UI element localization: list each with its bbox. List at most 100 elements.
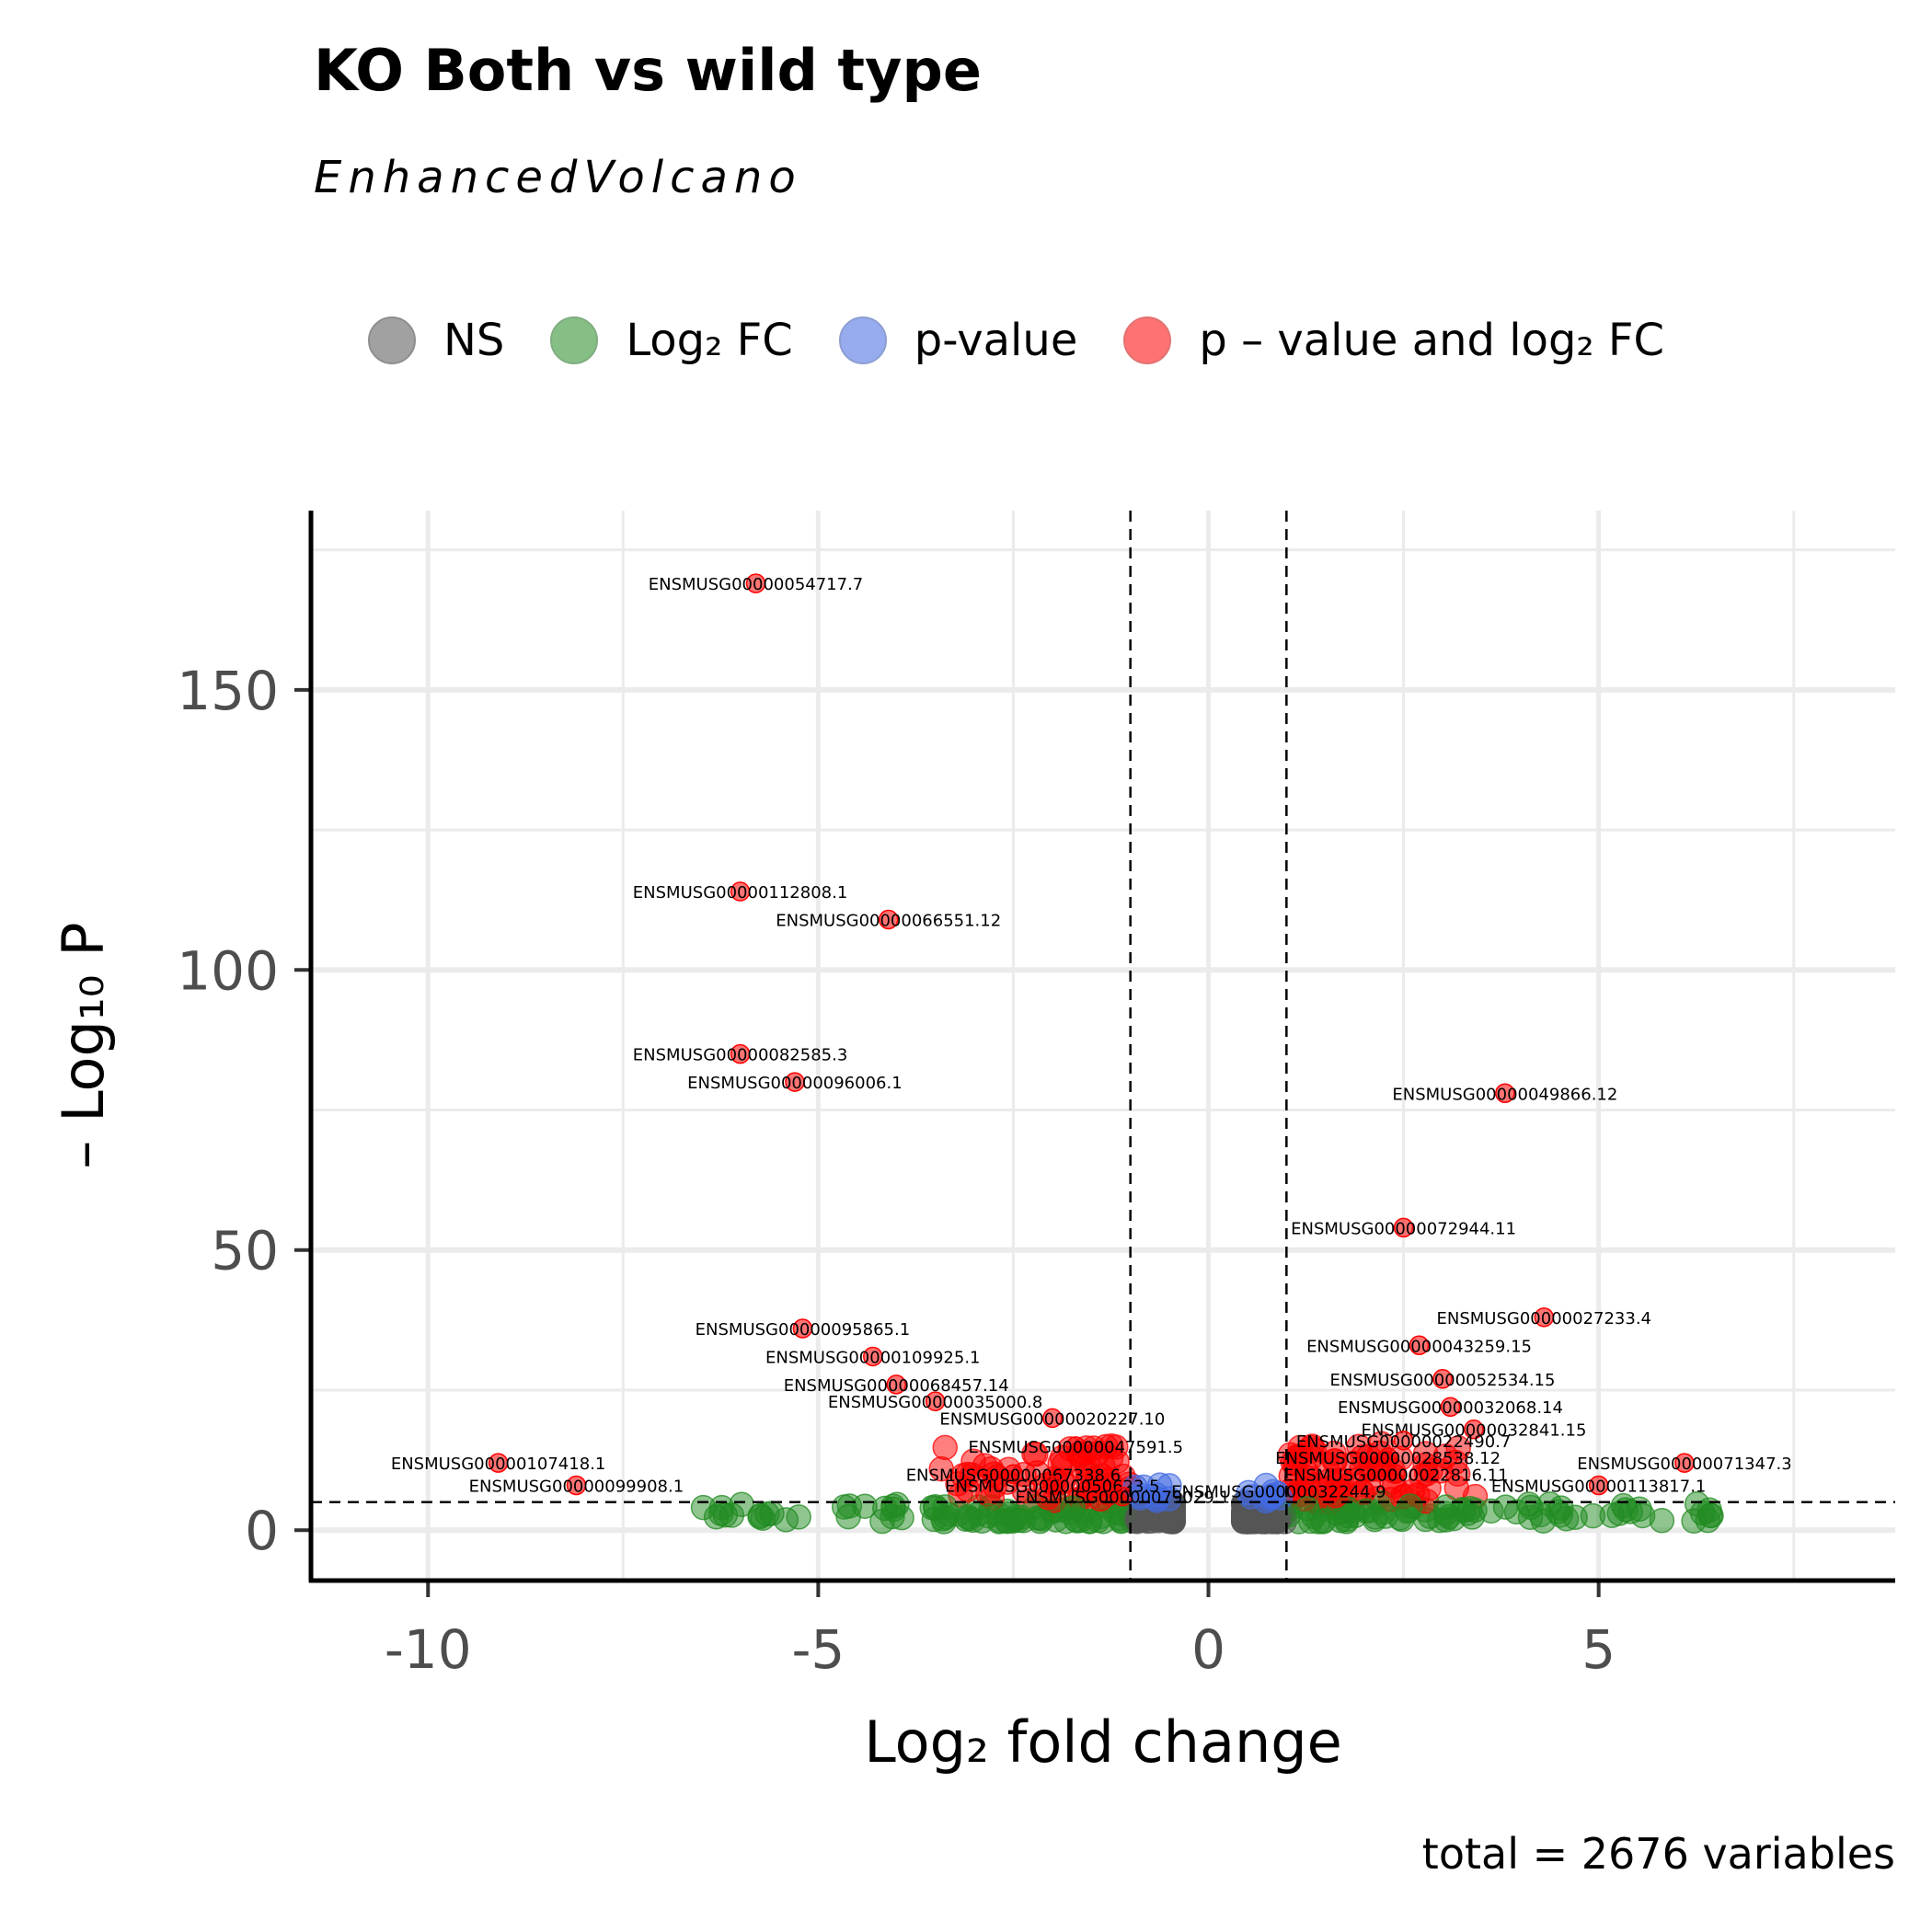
data-point-label: ENSMUSG00000022490.7 xyxy=(1296,1432,1512,1452)
legend-label-pvalue: p-value xyxy=(914,315,1078,366)
legend-item-fc-p: p – value and log₂ FC xyxy=(1123,315,1664,366)
labeled-data-point xyxy=(1674,1453,1695,1473)
data-point-label: ENSMUSG00000050623.5 xyxy=(945,1477,1160,1496)
labeled-data-point xyxy=(785,1072,805,1092)
data-point-label: ENSMUSG00000068457.14 xyxy=(784,1376,1009,1396)
data-point xyxy=(1230,1508,1257,1534)
data-point xyxy=(1580,1502,1606,1529)
data-point-label: ENSMUSG00000067338.6 xyxy=(906,1466,1121,1485)
labeled-data-point xyxy=(730,881,751,902)
labeled-data-point xyxy=(1464,1419,1484,1440)
data-point-label: ENSMUSG00000028538.12 xyxy=(1275,1449,1501,1468)
legend: NS Log₂ FC p-value p – value and log₂ FC xyxy=(368,304,1710,377)
labeled-data-point xyxy=(745,573,766,593)
data-point xyxy=(1124,1506,1150,1533)
x-tick-label: -5 xyxy=(791,1618,845,1681)
legend-swatch-fc xyxy=(550,316,599,364)
labeled-data-point xyxy=(1042,1408,1063,1429)
labeled-data-point xyxy=(1409,1335,1430,1356)
data-point xyxy=(1321,1448,1348,1474)
cutoff-lines xyxy=(311,511,1895,1581)
data-point-label: ENSMUSG00000027233.4 xyxy=(1437,1309,1652,1328)
labeled-data-point xyxy=(730,1043,751,1064)
data-point-label: ENSMUSG00000020227.10 xyxy=(939,1409,1165,1429)
labeled-data-point xyxy=(1440,1397,1461,1417)
data-point xyxy=(928,1455,954,1482)
labeled-data-point xyxy=(488,1453,509,1473)
data-point xyxy=(1433,1494,1459,1520)
data-point-label: ENSMUSG00000079029.1 xyxy=(1015,1489,1230,1508)
data-point-label: ENSMUSG00000099908.1 xyxy=(469,1477,684,1496)
data-point xyxy=(1397,1493,1423,1519)
grid xyxy=(311,511,1895,1581)
data-point-label: ENSMUSG00000032841.15 xyxy=(1361,1421,1586,1441)
data-point xyxy=(1359,1456,1385,1482)
data-point xyxy=(932,1434,959,1461)
y-tick-label: 0 xyxy=(245,1500,279,1562)
data-point-label: ENSMUSG00000082585.3 xyxy=(633,1046,848,1065)
data-point-label: ENSMUSG00000047591.5 xyxy=(969,1438,1184,1457)
data-point xyxy=(1362,1506,1387,1533)
legend-item-ns: NS xyxy=(368,315,504,366)
data-point xyxy=(759,1501,785,1526)
data-point xyxy=(690,1494,717,1521)
labeled-data-point xyxy=(566,1475,587,1496)
x-tick-label: 0 xyxy=(1191,1618,1225,1681)
legend-swatch-pvalue xyxy=(838,316,887,364)
data-point xyxy=(919,1494,945,1521)
data-point xyxy=(719,1502,745,1528)
data-point xyxy=(1024,1460,1051,1486)
data-point-label: ENSMUSG00000071347.3 xyxy=(1577,1455,1792,1474)
labeled-data-point xyxy=(1042,1475,1063,1496)
labeled-data-point xyxy=(792,1318,813,1339)
data-point xyxy=(1553,1506,1580,1532)
labeled-data-point xyxy=(1386,1464,1406,1485)
legend-label-fc: Log₂ FC xyxy=(626,315,793,366)
labeled-data-point xyxy=(1065,1436,1087,1456)
data-point-label: ENSMUSG00000032068.14 xyxy=(1338,1398,1563,1418)
chart-title: KO Both vs wild type xyxy=(314,37,982,104)
x-tick-label: 5 xyxy=(1581,1618,1616,1681)
y-axis-title: – Log₁₀ P xyxy=(50,922,117,1168)
labeled-data-point xyxy=(1393,1431,1414,1451)
chart-subtitle: EnhancedVolcano xyxy=(314,152,802,203)
data-point xyxy=(1051,1452,1076,1478)
data-point-label: ENSMUSG00000054717.7 xyxy=(649,575,864,594)
labeled-data-point xyxy=(863,1346,883,1367)
data-point-label: ENSMUSG00000072944.11 xyxy=(1291,1219,1516,1238)
data-point xyxy=(1408,1463,1434,1489)
data-point-label: ENSMUSG00000043259.15 xyxy=(1306,1337,1532,1356)
y-tick-label: 50 xyxy=(211,1220,279,1282)
data-point xyxy=(1689,1500,1716,1526)
data-point xyxy=(869,1508,895,1535)
data-point xyxy=(1076,1509,1103,1535)
legend-item-fc: Log₂ FC xyxy=(550,315,793,366)
labeled-data-point xyxy=(1269,1480,1289,1501)
data-point-label: ENSMUSG00000052534.15 xyxy=(1330,1371,1556,1390)
y-tick-label: 150 xyxy=(177,660,279,722)
data-point-label: ENSMUSG00000049866.12 xyxy=(1392,1085,1617,1104)
data-point-label: ENSMUSG00000022816.11 xyxy=(1283,1466,1509,1485)
axes xyxy=(308,511,1895,1583)
data-point xyxy=(1346,1433,1372,1459)
data-point xyxy=(1649,1508,1675,1534)
legend-swatch-ns xyxy=(368,316,416,364)
data-point xyxy=(1027,1508,1053,1535)
data-point xyxy=(1444,1461,1471,1487)
data-point-label: ENSMUSG00000095865.1 xyxy=(696,1320,911,1340)
data-point-label: ENSMUSG00000109925.1 xyxy=(765,1348,981,1367)
data-point xyxy=(835,1503,861,1530)
legend-label-ns: NS xyxy=(443,315,505,366)
labeled-data-point xyxy=(1003,1464,1024,1485)
data-point xyxy=(1503,1499,1530,1525)
legend-label-fc-p: p – value and log₂ FC xyxy=(1199,315,1665,366)
data-point xyxy=(957,1505,983,1532)
labeled-data-point xyxy=(1393,1217,1414,1238)
labeled-data-point xyxy=(878,909,899,930)
x-tick-label: -10 xyxy=(385,1618,472,1681)
data-point-label: ENSMUSG00000113817.1 xyxy=(1491,1477,1707,1496)
data-point xyxy=(1294,1460,1320,1486)
data-point-label: ENSMUSG00000032244.9 xyxy=(1171,1483,1386,1502)
